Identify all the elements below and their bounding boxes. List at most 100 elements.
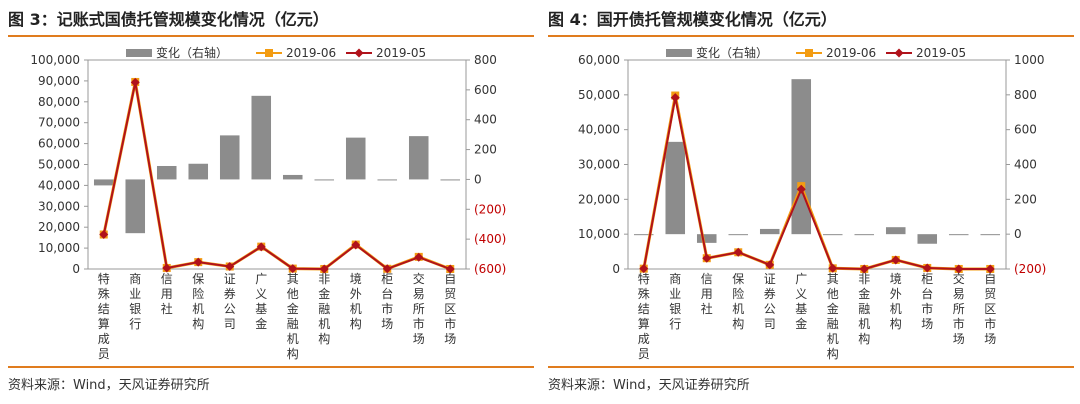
right-tick-label: 600: [1014, 123, 1037, 137]
bar-change: [822, 234, 843, 236]
bar-change: [917, 234, 938, 244]
bar-change: [885, 227, 906, 235]
bar-change: [125, 179, 146, 234]
left-tick-label: 40,000: [38, 178, 80, 192]
point-2019-05: [702, 253, 712, 263]
chart-title: 图 4：国开债托管规模变化情况（亿元）: [548, 10, 837, 29]
category-label: 其他金融机构: [827, 272, 839, 361]
bar-change: [408, 136, 429, 180]
left-tick-label: 60,000: [38, 137, 80, 151]
point-2019-05: [954, 264, 964, 274]
right-tick-label: (600): [474, 262, 506, 276]
top-rule: [548, 35, 1074, 37]
category-label: 交易所市场: [413, 271, 425, 346]
point-2019-05: [382, 264, 392, 274]
point-2019-05: [130, 77, 140, 87]
point-2019-05: [670, 93, 680, 103]
category-label: 特殊结算成员: [638, 271, 650, 361]
chart-panel-2: 图 4：国开债托管规模变化情况（亿元） 0 10,000 20,000 30,000 4…: [548, 0, 1074, 404]
legend-label-2019-05: 2019-05: [916, 46, 966, 60]
category-label: 境外机构: [350, 271, 362, 331]
point-2019-05: [922, 263, 932, 273]
point-2019-05: [639, 264, 649, 274]
right-tick-label: 800: [474, 53, 497, 67]
series-line-2019-06: [642, 95, 991, 271]
legend: 变化（右轴） 2019-06 2019-05: [126, 45, 426, 60]
point-2019-05: [288, 264, 298, 274]
legend-label-bar: 变化（右轴）: [696, 45, 768, 60]
bar-change: [791, 79, 812, 235]
category-label: 商业银行: [129, 271, 141, 331]
source-note: 资料来源：Wind，天风证券研究所: [8, 378, 210, 393]
legend-label-bar: 变化（右轴）: [156, 45, 228, 60]
right-tick-label: 200: [474, 143, 497, 157]
category-label: 柜台市场: [381, 272, 393, 331]
category-label: 自贸区市场: [444, 272, 456, 346]
point-2019-05: [99, 230, 109, 240]
category-label: 非金融机构: [858, 272, 870, 346]
bar-change: [665, 141, 686, 235]
right-tick-label: 400: [1014, 158, 1037, 172]
legend-label-2019-05: 2019-05: [376, 46, 426, 60]
point-2019-05: [891, 255, 901, 265]
series-line-2019-05: [102, 82, 451, 271]
category-label: 信用社: [161, 272, 173, 316]
left-tick-label: 100,000: [30, 53, 80, 67]
point-2019-05: [256, 242, 266, 252]
bar-change: [188, 163, 209, 180]
point-2019-05: [765, 260, 775, 270]
category-label: 广义基金: [255, 272, 267, 331]
point-2019-05: [351, 240, 361, 250]
point-2019-05: [225, 261, 235, 271]
bar-change: [759, 228, 780, 235]
category-label: 保险机构: [192, 272, 204, 331]
right-tick-label: 800: [1014, 88, 1037, 102]
bar-change: [251, 95, 272, 180]
legend-label-2019-06: 2019-06: [826, 46, 876, 60]
legend-marker-2019-06: [265, 49, 273, 57]
source-note: 资料来源：Wind，天风证券研究所: [548, 378, 750, 393]
top-rule: [8, 35, 534, 37]
legend-swatch-bar: [126, 49, 152, 57]
point-2019-05: [859, 264, 869, 274]
point-2019-05: [733, 247, 743, 257]
bar-change: [314, 179, 335, 181]
bar-change: [440, 179, 461, 181]
left-tick-label: 30,000: [38, 199, 80, 213]
left-tick-label: 80,000: [38, 95, 80, 109]
legend-marker-2019-05: [894, 48, 904, 58]
point-2019-05: [162, 263, 172, 273]
category-label: 柜台市场: [921, 272, 933, 331]
right-tick-label: 0: [474, 172, 482, 186]
chart-1-svg: 0 10,000 20,000 30,000 40,000 50,000 60,000 70,…: [30, 45, 506, 361]
bar-change: [854, 234, 875, 236]
bottom-rule: [548, 366, 1074, 368]
bar-change: [728, 234, 749, 236]
left-tick-label: 50,000: [578, 88, 620, 102]
bar-change: [282, 174, 303, 180]
bar-change: [93, 179, 114, 186]
left-tick-label: 30,000: [578, 158, 620, 172]
bar-change: [156, 165, 177, 180]
series-line-2019-05: [642, 97, 991, 271]
left-tick-label: 20,000: [38, 220, 80, 234]
right-tick-label: (200): [1014, 262, 1046, 276]
left-tick-label: 10,000: [38, 241, 80, 255]
point-2019-05: [796, 184, 806, 194]
legend: 变化（右轴） 2019-06 2019-05: [666, 45, 966, 60]
category-label: 其他金融机构: [287, 272, 299, 361]
bar-change: [633, 234, 654, 236]
left-tick-label: 90,000: [38, 74, 80, 88]
point-2019-05: [445, 264, 455, 274]
left-tick-label: 40,000: [578, 123, 620, 137]
point-2019-05: [193, 257, 203, 267]
category-label: 信用社: [701, 272, 713, 316]
bar-change: [219, 135, 240, 180]
right-tick-label: (200): [474, 202, 506, 216]
right-tick-label: 200: [1014, 192, 1037, 206]
category-label: 广义基金: [795, 272, 807, 331]
category-label: 自贸区市场: [984, 272, 996, 346]
bottom-rule: [8, 366, 534, 368]
right-tick-label: 600: [474, 83, 497, 97]
left-tick-label: 60,000: [578, 53, 620, 67]
